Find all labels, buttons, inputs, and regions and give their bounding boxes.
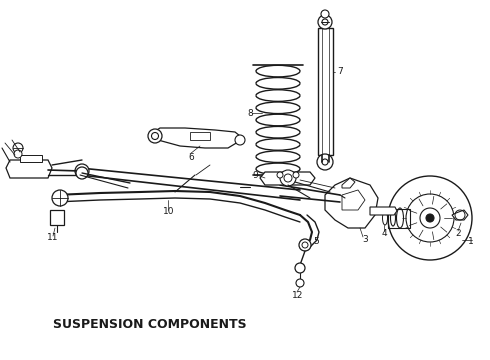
- Text: 7: 7: [337, 68, 343, 77]
- Circle shape: [235, 135, 245, 145]
- Circle shape: [76, 167, 88, 179]
- Polygon shape: [452, 210, 468, 220]
- Circle shape: [284, 174, 292, 182]
- Text: 11: 11: [47, 234, 58, 243]
- Text: 5: 5: [313, 238, 319, 247]
- Text: 9: 9: [252, 171, 258, 180]
- Circle shape: [79, 168, 85, 174]
- Circle shape: [151, 132, 158, 139]
- Polygon shape: [50, 210, 64, 225]
- Circle shape: [322, 19, 328, 25]
- Circle shape: [302, 242, 308, 248]
- Text: 10: 10: [163, 207, 174, 216]
- Polygon shape: [20, 155, 42, 162]
- Polygon shape: [152, 128, 240, 148]
- Text: 6: 6: [188, 153, 194, 162]
- Text: 2: 2: [455, 229, 461, 238]
- Polygon shape: [370, 207, 397, 215]
- Text: 3: 3: [362, 235, 368, 244]
- Polygon shape: [342, 178, 355, 188]
- Circle shape: [299, 239, 311, 251]
- Circle shape: [52, 190, 68, 206]
- Text: 12: 12: [292, 291, 303, 300]
- Text: 4: 4: [382, 229, 388, 238]
- Polygon shape: [190, 132, 210, 140]
- Circle shape: [293, 172, 299, 178]
- Circle shape: [277, 172, 283, 178]
- Polygon shape: [325, 178, 378, 228]
- Circle shape: [280, 170, 296, 186]
- Circle shape: [317, 154, 333, 170]
- Circle shape: [13, 143, 23, 153]
- Text: 1: 1: [468, 238, 474, 247]
- Circle shape: [148, 129, 162, 143]
- Polygon shape: [318, 28, 333, 155]
- Polygon shape: [6, 160, 52, 178]
- Polygon shape: [342, 190, 365, 210]
- Circle shape: [318, 15, 332, 29]
- Circle shape: [75, 164, 89, 178]
- Circle shape: [322, 159, 328, 165]
- Circle shape: [295, 263, 305, 273]
- Circle shape: [321, 10, 329, 18]
- Circle shape: [14, 150, 22, 158]
- Text: 8: 8: [247, 108, 253, 117]
- Polygon shape: [260, 172, 315, 185]
- Circle shape: [296, 279, 304, 287]
- Circle shape: [426, 214, 434, 222]
- Text: SUSPENSION COMPONENTS: SUSPENSION COMPONENTS: [53, 319, 247, 332]
